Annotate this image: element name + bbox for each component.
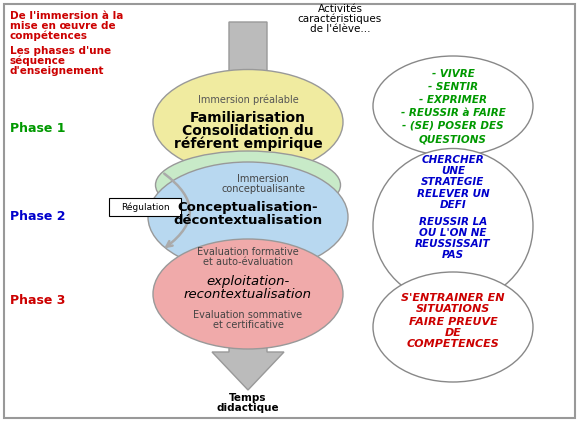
Ellipse shape (148, 162, 348, 272)
Text: et auto-évaluation: et auto-évaluation (203, 257, 293, 267)
Text: Régulation: Régulation (120, 202, 169, 212)
Text: compétences: compétences (10, 31, 88, 41)
Text: Evaluation formative: Evaluation formative (197, 247, 299, 257)
Text: et certificative: et certificative (212, 320, 284, 330)
Text: mise en œuvre de: mise en œuvre de (10, 21, 116, 31)
Text: Activités: Activités (317, 4, 362, 14)
FancyArrowPatch shape (164, 173, 190, 247)
Text: d'enseignement: d'enseignement (10, 66, 104, 76)
Text: REUSSISSAIT: REUSSISSAIT (415, 239, 491, 249)
Text: S'ENTRAINER EN: S'ENTRAINER EN (401, 293, 505, 303)
Text: Phase 1: Phase 1 (10, 122, 65, 135)
Text: DE: DE (445, 328, 461, 338)
Text: didactique: didactique (217, 403, 279, 413)
Ellipse shape (373, 272, 533, 382)
Text: DEFI: DEFI (439, 200, 466, 210)
Ellipse shape (156, 151, 340, 219)
Text: CHERCHER: CHERCHER (422, 155, 485, 165)
Text: caractéristiques: caractéristiques (298, 14, 382, 24)
Text: - EXPRIMER: - EXPRIMER (419, 95, 487, 105)
Text: STRATEGIE: STRATEGIE (422, 177, 485, 187)
Ellipse shape (373, 56, 533, 156)
Text: Consolidation du: Consolidation du (182, 124, 314, 138)
FancyBboxPatch shape (109, 198, 181, 216)
Text: décontextualisation: décontextualisation (174, 214, 323, 227)
Text: REUSSIR LA: REUSSIR LA (419, 217, 487, 227)
Text: Phase 2: Phase 2 (10, 211, 65, 224)
Text: Temps: Temps (229, 393, 267, 403)
Text: COMPETENCES: COMPETENCES (406, 339, 499, 349)
Text: - REUSSIR à FAIRE: - REUSSIR à FAIRE (401, 108, 505, 118)
Text: - (SE) POSER DES: - (SE) POSER DES (402, 121, 504, 131)
Text: de l'élève...: de l'élève... (310, 24, 370, 34)
Text: SITUATIONS: SITUATIONS (416, 304, 490, 314)
Polygon shape (212, 22, 284, 390)
Text: Phase 3: Phase 3 (10, 293, 65, 306)
Text: référent empirique: référent empirique (174, 137, 323, 151)
Text: recontextualisation: recontextualisation (184, 289, 312, 301)
Text: - SENTIR: - SENTIR (428, 82, 478, 92)
Text: - VIVRE: - VIVRE (431, 69, 474, 79)
Text: conceptualisante: conceptualisante (221, 184, 305, 194)
Text: OU L'ON NE: OU L'ON NE (419, 228, 487, 238)
Text: FAIRE PREUVE: FAIRE PREUVE (409, 317, 497, 327)
Text: exploitation-: exploitation- (206, 276, 290, 289)
Text: UNE: UNE (441, 166, 465, 176)
Text: PAS: PAS (442, 250, 464, 260)
Text: Familiarisation: Familiarisation (190, 111, 306, 125)
Ellipse shape (373, 149, 533, 303)
Text: Evaluation sommative: Evaluation sommative (193, 310, 303, 320)
Text: Immersion préalable: Immersion préalable (197, 95, 298, 105)
Ellipse shape (153, 239, 343, 349)
Ellipse shape (153, 70, 343, 175)
Text: Immersion: Immersion (237, 174, 289, 184)
Text: De l'immersion à la: De l'immersion à la (10, 11, 123, 21)
Text: QUESTIONS: QUESTIONS (419, 134, 487, 144)
FancyBboxPatch shape (4, 4, 575, 418)
Text: séquence: séquence (10, 56, 66, 66)
Text: RELEVER UN: RELEVER UN (417, 189, 489, 199)
Text: Conceptualisation-: Conceptualisation- (178, 201, 318, 214)
Text: Les phases d'une: Les phases d'une (10, 46, 111, 56)
